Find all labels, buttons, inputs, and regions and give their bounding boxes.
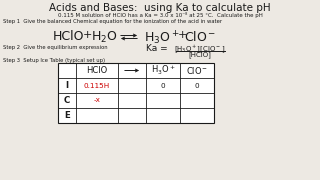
Text: Step 2  Give the equilibrium expression: Step 2 Give the equilibrium expression [3, 45, 108, 50]
Text: H$_3$O$^+$: H$_3$O$^+$ [144, 30, 180, 47]
Text: ClO$^-$: ClO$^-$ [184, 30, 216, 44]
Text: 0: 0 [195, 82, 199, 89]
Text: +: + [177, 30, 187, 40]
Text: H$_2$O: H$_2$O [91, 30, 117, 45]
Text: H$_3$O$^+$: H$_3$O$^+$ [151, 64, 175, 77]
Text: 0.115H: 0.115H [84, 82, 110, 89]
Text: 0: 0 [161, 82, 165, 89]
Text: I: I [65, 81, 68, 90]
Text: +: + [82, 30, 92, 40]
Text: Acids and Bases:  using Ka to calculate pH: Acids and Bases: using Ka to calculate p… [49, 3, 271, 13]
Text: Step 1  Give the balanced Chemical equation for the ionization of the acid in wa: Step 1 Give the balanced Chemical equati… [3, 19, 222, 24]
Text: 0.115 M solution of HClO has a Ka = 3.0 x 10⁻⁸ at 25 °C.  Calculate the pH: 0.115 M solution of HClO has a Ka = 3.0 … [58, 12, 262, 18]
Text: Ka =: Ka = [146, 44, 168, 53]
Text: HClO: HClO [86, 66, 108, 75]
Text: -x: -x [93, 98, 100, 103]
Text: HClO: HClO [52, 30, 84, 43]
Text: C: C [64, 96, 70, 105]
Text: Step 3  Setup Ice Table (typical set up): Step 3 Setup Ice Table (typical set up) [3, 58, 105, 63]
Bar [58, 63, 214, 123]
Text: [HClO]: [HClO] [188, 51, 212, 58]
Text: [H$_3$O$^+$][ClO$^-$]: [H$_3$O$^+$][ClO$^-$] [174, 44, 226, 55]
Text: E: E [64, 111, 70, 120]
Text: ClO$^-$: ClO$^-$ [186, 65, 208, 76]
